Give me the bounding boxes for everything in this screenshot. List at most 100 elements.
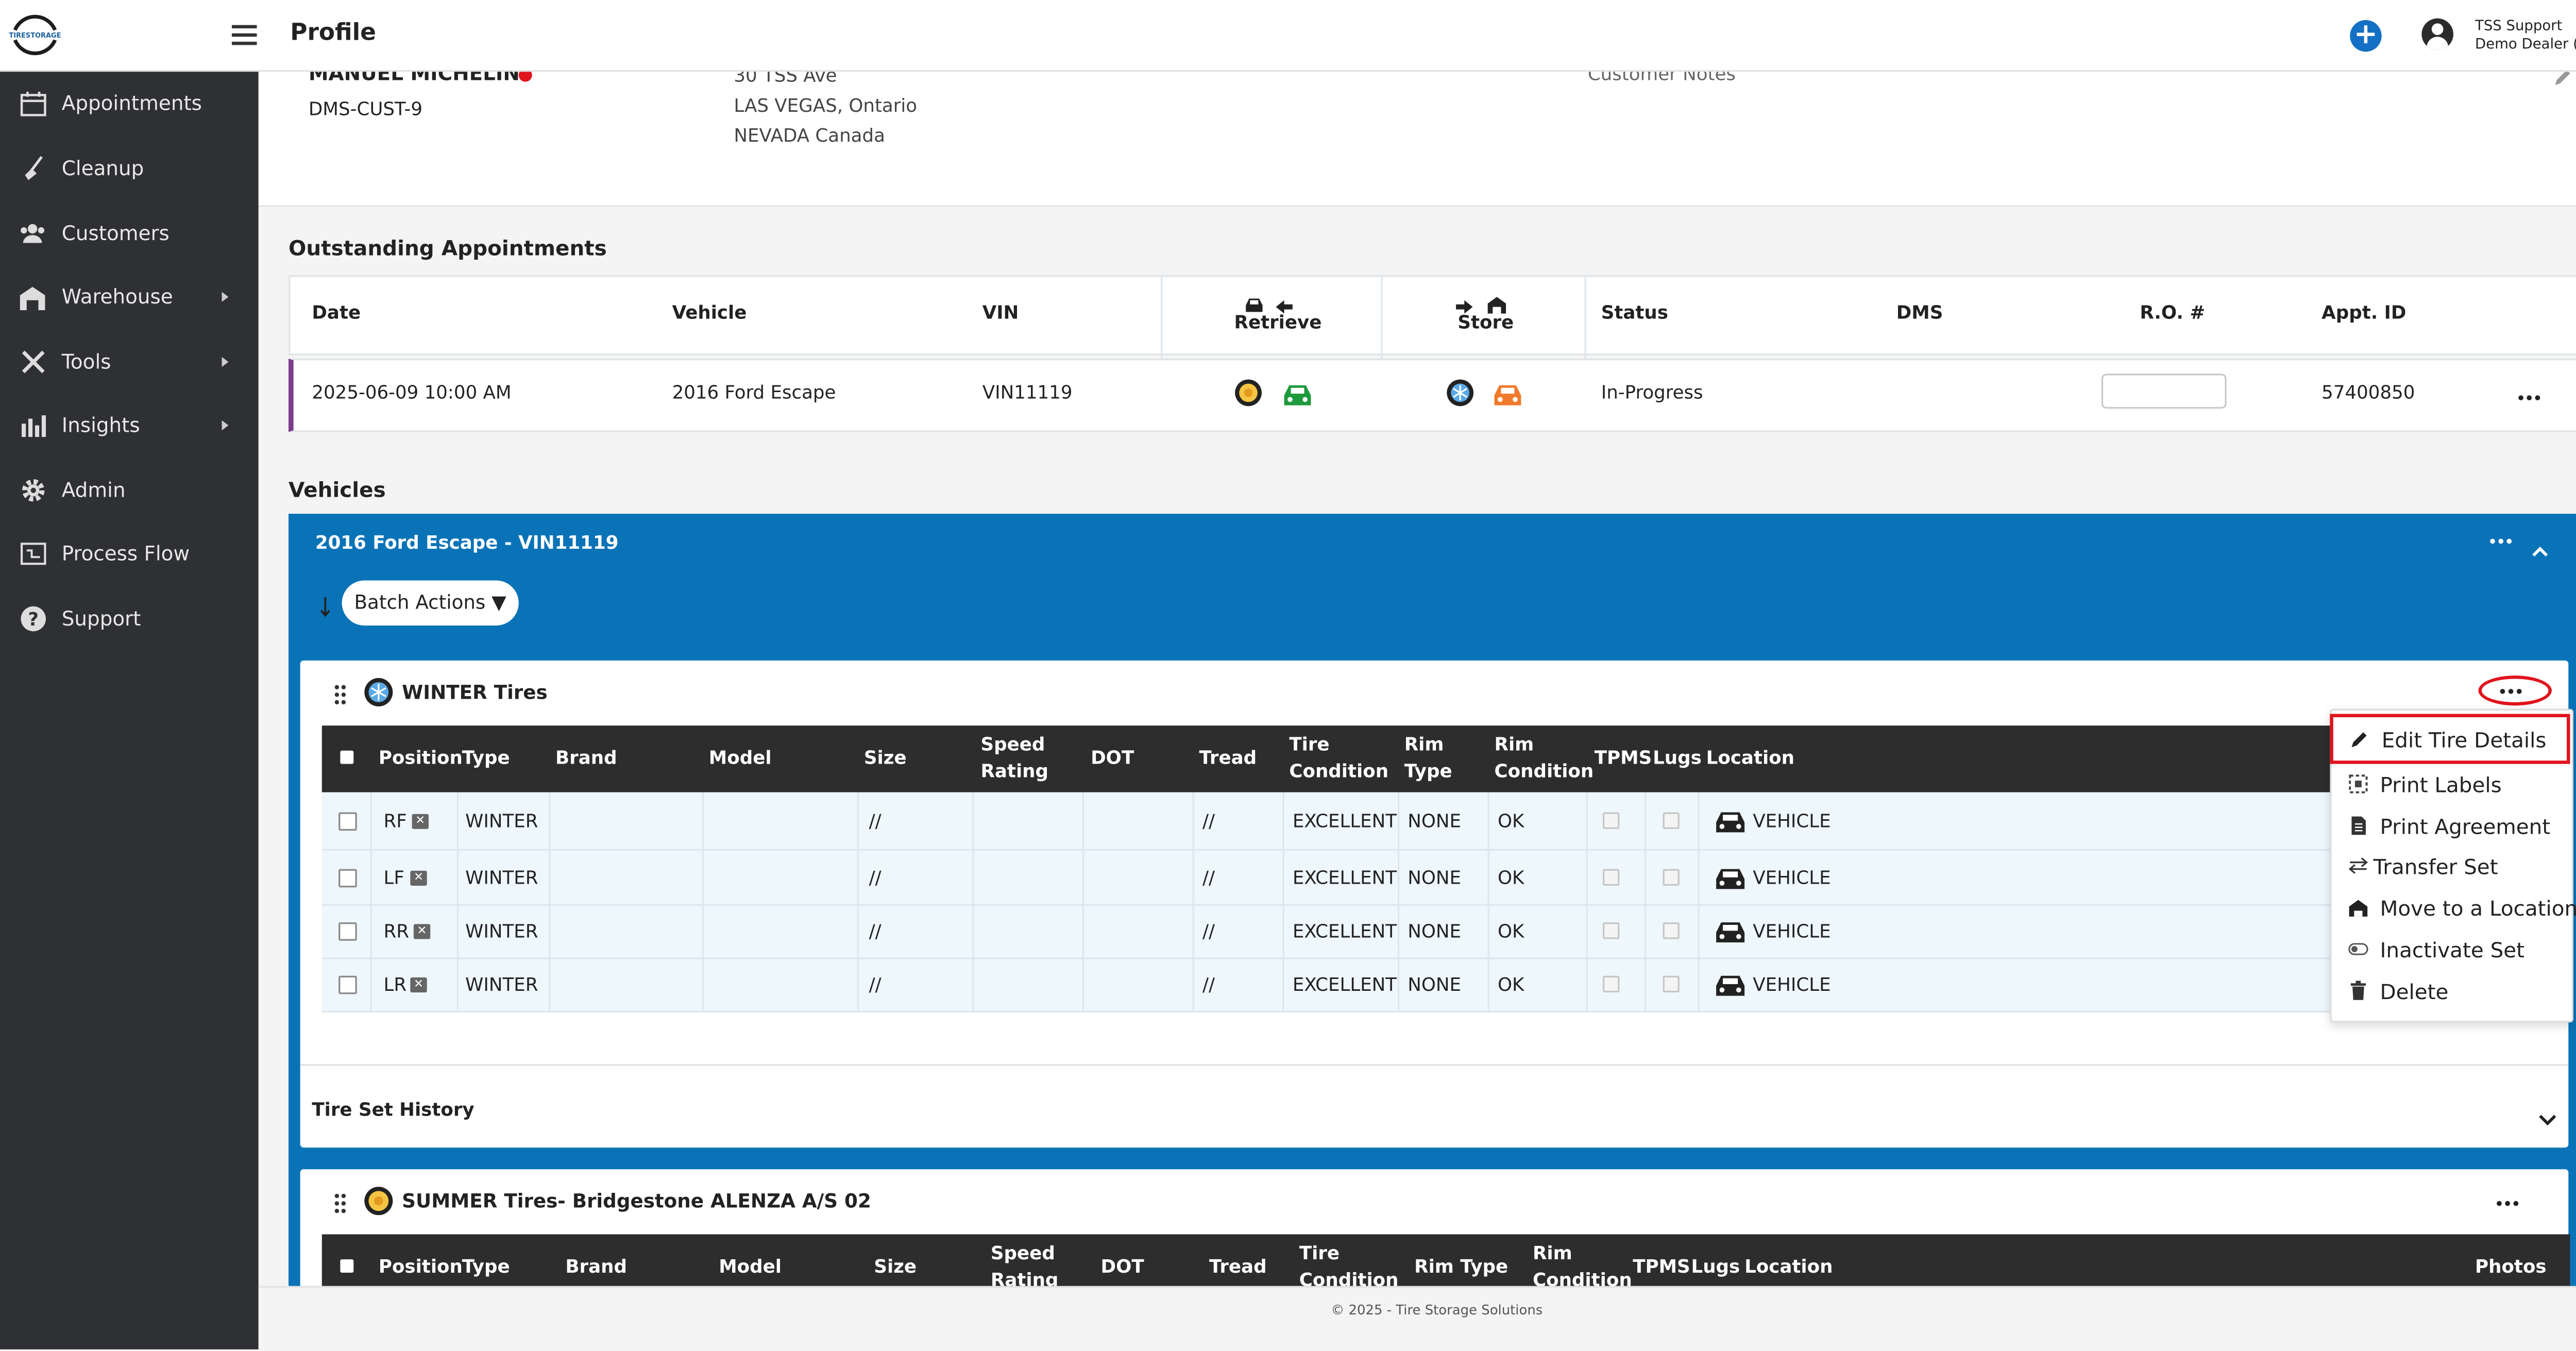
row-type: WINTER: [465, 974, 538, 996]
tire-set-actions-button[interactable]: [2497, 1201, 2519, 1206]
user-name: TSS Support: [2475, 18, 2563, 35]
row-checkbox[interactable]: [338, 812, 357, 831]
header-size: Size: [874, 1256, 917, 1278]
appointment-date-link[interactable]: 2025-06-09 10:00 AM: [312, 382, 512, 404]
logo[interactable]: TIRESTORAGE: [8, 10, 62, 60]
remove-tire-icon[interactable]: ✕: [410, 977, 427, 993]
sidebar-item-label: Appointments: [61, 92, 202, 115]
remove-tire-icon[interactable]: ✕: [410, 870, 427, 886]
select-all-checkbox[interactable]: [340, 750, 354, 764]
summer-tire-icon: [364, 1186, 394, 1216]
row-size: //: [869, 920, 882, 943]
header-tpms: TPMS: [1633, 1256, 1690, 1278]
row-actions-button[interactable]: [2518, 395, 2540, 400]
menu-item-delete[interactable]: Delete: [2332, 971, 2569, 1011]
menu-toggle-icon[interactable]: [231, 25, 257, 45]
menu-item-print-agreement[interactable]: Print Agreement: [2332, 806, 2569, 846]
menu-item-edit-tire-details[interactable]: Edit Tire Details: [2330, 714, 2570, 764]
header-lugs: Lugs: [1691, 1256, 1740, 1278]
header-photos: Photos: [2475, 1256, 2547, 1278]
row-location: VEHICLE: [1753, 867, 1831, 889]
lugs-checkbox[interactable]: [1663, 922, 1680, 939]
menu-item-move-to-location[interactable]: Move to a Location: [2332, 887, 2576, 927]
tire-set-history-toggle[interactable]: Tire Set History: [312, 1099, 474, 1121]
row-checkbox[interactable]: [338, 975, 357, 994]
sidebar-item-insights[interactable]: Insights: [0, 397, 259, 453]
tpms-checkbox[interactable]: [1602, 812, 1620, 829]
svg-text:?: ?: [27, 609, 38, 630]
sidebar-item-customers[interactable]: Customers: [0, 205, 259, 262]
gear-icon: [19, 476, 47, 504]
customer-notes-label: Customer Notes: [1587, 72, 1736, 86]
address-line3: NEVADA Canada: [734, 125, 885, 147]
appointments-header: [289, 275, 2576, 356]
remove-tire-icon[interactable]: ✕: [413, 924, 431, 939]
tire-set-actions-button[interactable]: [2500, 688, 2522, 694]
row-tire-condition: EXCELLENT: [1292, 867, 1397, 889]
warehouse-icon: [1487, 289, 1506, 314]
toggle-icon: [2348, 939, 2368, 959]
collapse-icon[interactable]: [2532, 534, 2548, 557]
ro-input[interactable]: [2101, 374, 2227, 409]
tire-table-header: [321, 725, 2570, 792]
main-content: MANUEL MICHELIN DMS-CUST-9 30 TSS Ave LA…: [258, 72, 2576, 1286]
row-tire-condition: EXCELLENT: [1292, 974, 1397, 996]
row-size: //: [869, 867, 882, 889]
winter-tire-set-card: WINTER Tires Position Type Brand Model S…: [300, 660, 2570, 1148]
sidebar-item-tools[interactable]: Tools: [0, 333, 259, 390]
sidebar-item-cleanup[interactable]: Cleanup: [0, 140, 259, 197]
winter-tire-icon: [364, 677, 394, 707]
plus-icon: +: [2353, 18, 2378, 52]
menu-item-transfer-set[interactable]: Transfer Set: [2332, 846, 2569, 886]
appointment-id: 57400850: [2321, 382, 2415, 404]
appointment-vin-link[interactable]: VIN11119: [982, 382, 1073, 404]
chevron-down-icon[interactable]: [2538, 1101, 2557, 1126]
pencil-icon: [2350, 729, 2370, 749]
sidebar-item-label: Insights: [61, 413, 140, 437]
lugs-checkbox[interactable]: [1663, 869, 1680, 886]
drag-handle-icon[interactable]: [333, 1189, 347, 1213]
header-lugs: Lugs: [1653, 747, 1702, 769]
edit-notes-button[interactable]: [2553, 72, 2573, 86]
document-icon: [2348, 816, 2368, 836]
select-all-checkbox[interactable]: [340, 1259, 354, 1273]
batch-actions-button[interactable]: Batch Actions ▼: [342, 580, 519, 626]
row-tread: //: [1202, 810, 1215, 833]
tire-table-body: [321, 792, 2570, 1011]
sidebar-item-support[interactable]: ? Support: [0, 590, 259, 647]
lugs-checkbox[interactable]: [1663, 812, 1680, 829]
sidebar-item-warehouse[interactable]: Warehouse: [0, 268, 259, 325]
menu-item-inactivate-set[interactable]: Inactivate Set: [2332, 929, 2569, 969]
row-tread: //: [1202, 974, 1215, 996]
tpms-checkbox[interactable]: [1602, 975, 1620, 993]
vehicle-actions-button[interactable]: [2490, 538, 2512, 544]
chevron-right-icon: [222, 292, 229, 302]
user-dealer: Demo Dealer (10): [2475, 37, 2576, 54]
sidebar-item-appointments[interactable]: Appointments: [0, 75, 259, 132]
row-position: RF: [383, 810, 407, 833]
drag-handle-icon[interactable]: [333, 681, 347, 705]
appointment-vehicle-link[interactable]: 2016 Ford Escape: [672, 382, 836, 404]
row-size: //: [869, 810, 882, 833]
sidebar-item-admin[interactable]: Admin: [0, 462, 259, 519]
vehicle-panel-title[interactable]: 2016 Ford Escape - VIN11119: [315, 532, 619, 554]
header-status: Status: [1601, 301, 1669, 324]
sidebar-item-process-flow[interactable]: Process Flow: [0, 526, 259, 582]
address-line2: LAS VEGAS, Ontario: [734, 95, 918, 117]
row-checkbox[interactable]: [338, 922, 357, 941]
header-retrieve: Retrieve: [1234, 312, 1322, 334]
tpms-checkbox[interactable]: [1602, 922, 1620, 939]
tpms-checkbox[interactable]: [1602, 869, 1620, 886]
row-checkbox[interactable]: [338, 869, 357, 888]
table-row[interactable]: [289, 358, 2576, 432]
row-tire-condition: EXCELLENT: [1292, 920, 1397, 943]
avatar[interactable]: [2421, 18, 2453, 50]
header-rim-type: Rim Type: [1404, 734, 1452, 783]
sort-icon[interactable]: [320, 592, 330, 617]
row-tire-condition: EXCELLENT: [1292, 810, 1397, 833]
header-size: Size: [863, 747, 907, 769]
add-button[interactable]: +: [2350, 20, 2382, 52]
lugs-checkbox[interactable]: [1663, 975, 1680, 993]
menu-item-print-labels[interactable]: Print Labels: [2332, 764, 2569, 804]
remove-tire-icon[interactable]: ✕: [412, 814, 429, 829]
